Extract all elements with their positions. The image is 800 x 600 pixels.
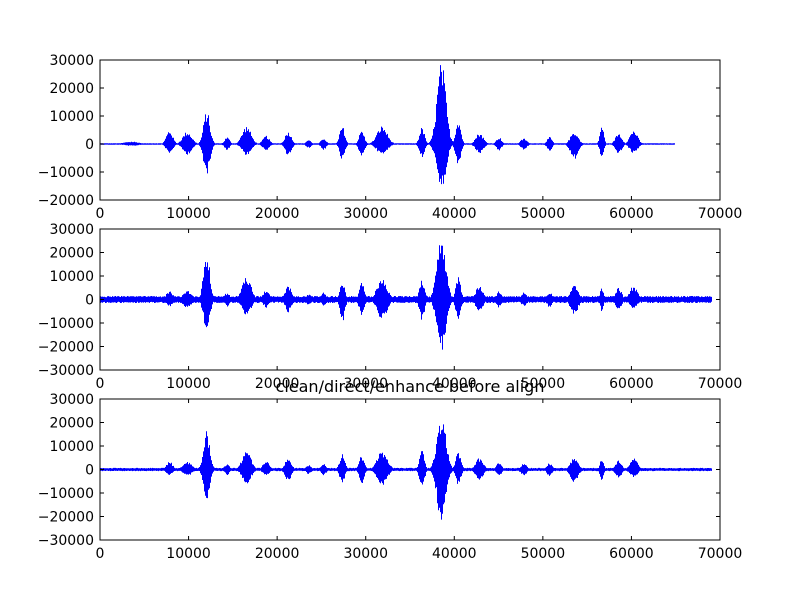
subplot-2-ytick-label: −20000 [38,340,94,356]
subplot-2-xtick-label: 0 [96,376,105,392]
subplot-2-ytick-label: 10000 [49,269,94,285]
subplot-2-xtick-label: 30000 [343,376,388,392]
subplot-1-frame [99,59,721,201]
subplot-3-xtick-label: 10000 [166,546,211,562]
subplot-1-xtick-label: 60000 [609,206,654,222]
subplot-1-ytick-label: 10000 [49,109,94,125]
subplot-3-ytick-label: 30000 [49,392,94,408]
subplot-2-ytick-label: −10000 [38,316,94,332]
subplot-2-ytick-label: −30000 [38,363,94,379]
subplot-3-ytick-label: 0 [85,463,94,479]
subplot-2-xtick-label: 10000 [166,376,211,392]
subplot-2-ytick-label: 30000 [49,222,94,238]
subplot-2-xtick-label: 60000 [609,376,654,392]
subplot-1-xtick-label: 10000 [166,206,211,222]
subplot-1-xtick-label: 40000 [432,206,477,222]
subplot-3-xtick-label: 20000 [255,546,300,562]
subplot-2-ytick-label: 0 [85,293,94,309]
subplot-1-ytick-label: 20000 [49,81,94,97]
subplot-3-ytick-label: −10000 [38,486,94,502]
subplot-1-ytick-label: −10000 [38,165,94,181]
subplot-3-xtick-label: 50000 [521,546,566,562]
subplot-3-ytick-label: 20000 [49,416,94,432]
subplot-3-xtick-label: 30000 [343,546,388,562]
subplot-1-xtick-label: 20000 [255,206,300,222]
subplot-2-xtick-label: 70000 [698,376,743,392]
subplot-3-ytick-label: −20000 [38,510,94,526]
subplot-1-ytick-label: 30000 [49,53,94,69]
subplot-1-xtick-label: 70000 [698,206,743,222]
subplot-3-title: clean/direct/enhance before align [276,377,545,396]
subplot-3-xtick-label: 40000 [432,546,477,562]
subplot-1-ytick-label: 0 [85,137,94,153]
subplot-3-xtick-label: 70000 [698,546,743,562]
subplot-1-xtick-label: 0 [96,206,105,222]
subplot-2-ytick-label: 20000 [49,246,94,262]
subplot-1-xtick-label: 50000 [521,206,566,222]
subplot-1-ytick-label: −20000 [38,193,94,209]
subplot-2-xtick-label: 40000 [432,376,477,392]
subplot-1-xtick-label: 30000 [343,206,388,222]
subplot-3: 0 10000 20000 30000 40000 50000 60000 70000 −300… [38,377,743,562]
subplot-2-xtick-label: 50000 [521,376,566,392]
subplot-3-xtick-label: 0 [96,546,105,562]
subplot-1: 0 10000 20000 30000 40000 50000 60000 70000 −200… [38,53,743,222]
subplot-3-ytick-label: −30000 [38,533,94,549]
subplot-2: 0 10000 20000 30000 40000 50000 60000 70000 −300… [38,222,743,392]
subplot-2-xtick-label: 20000 [255,376,300,392]
subplot-3-xtick-label: 60000 [609,546,654,562]
subplot-3-ytick-label: 10000 [49,439,94,455]
